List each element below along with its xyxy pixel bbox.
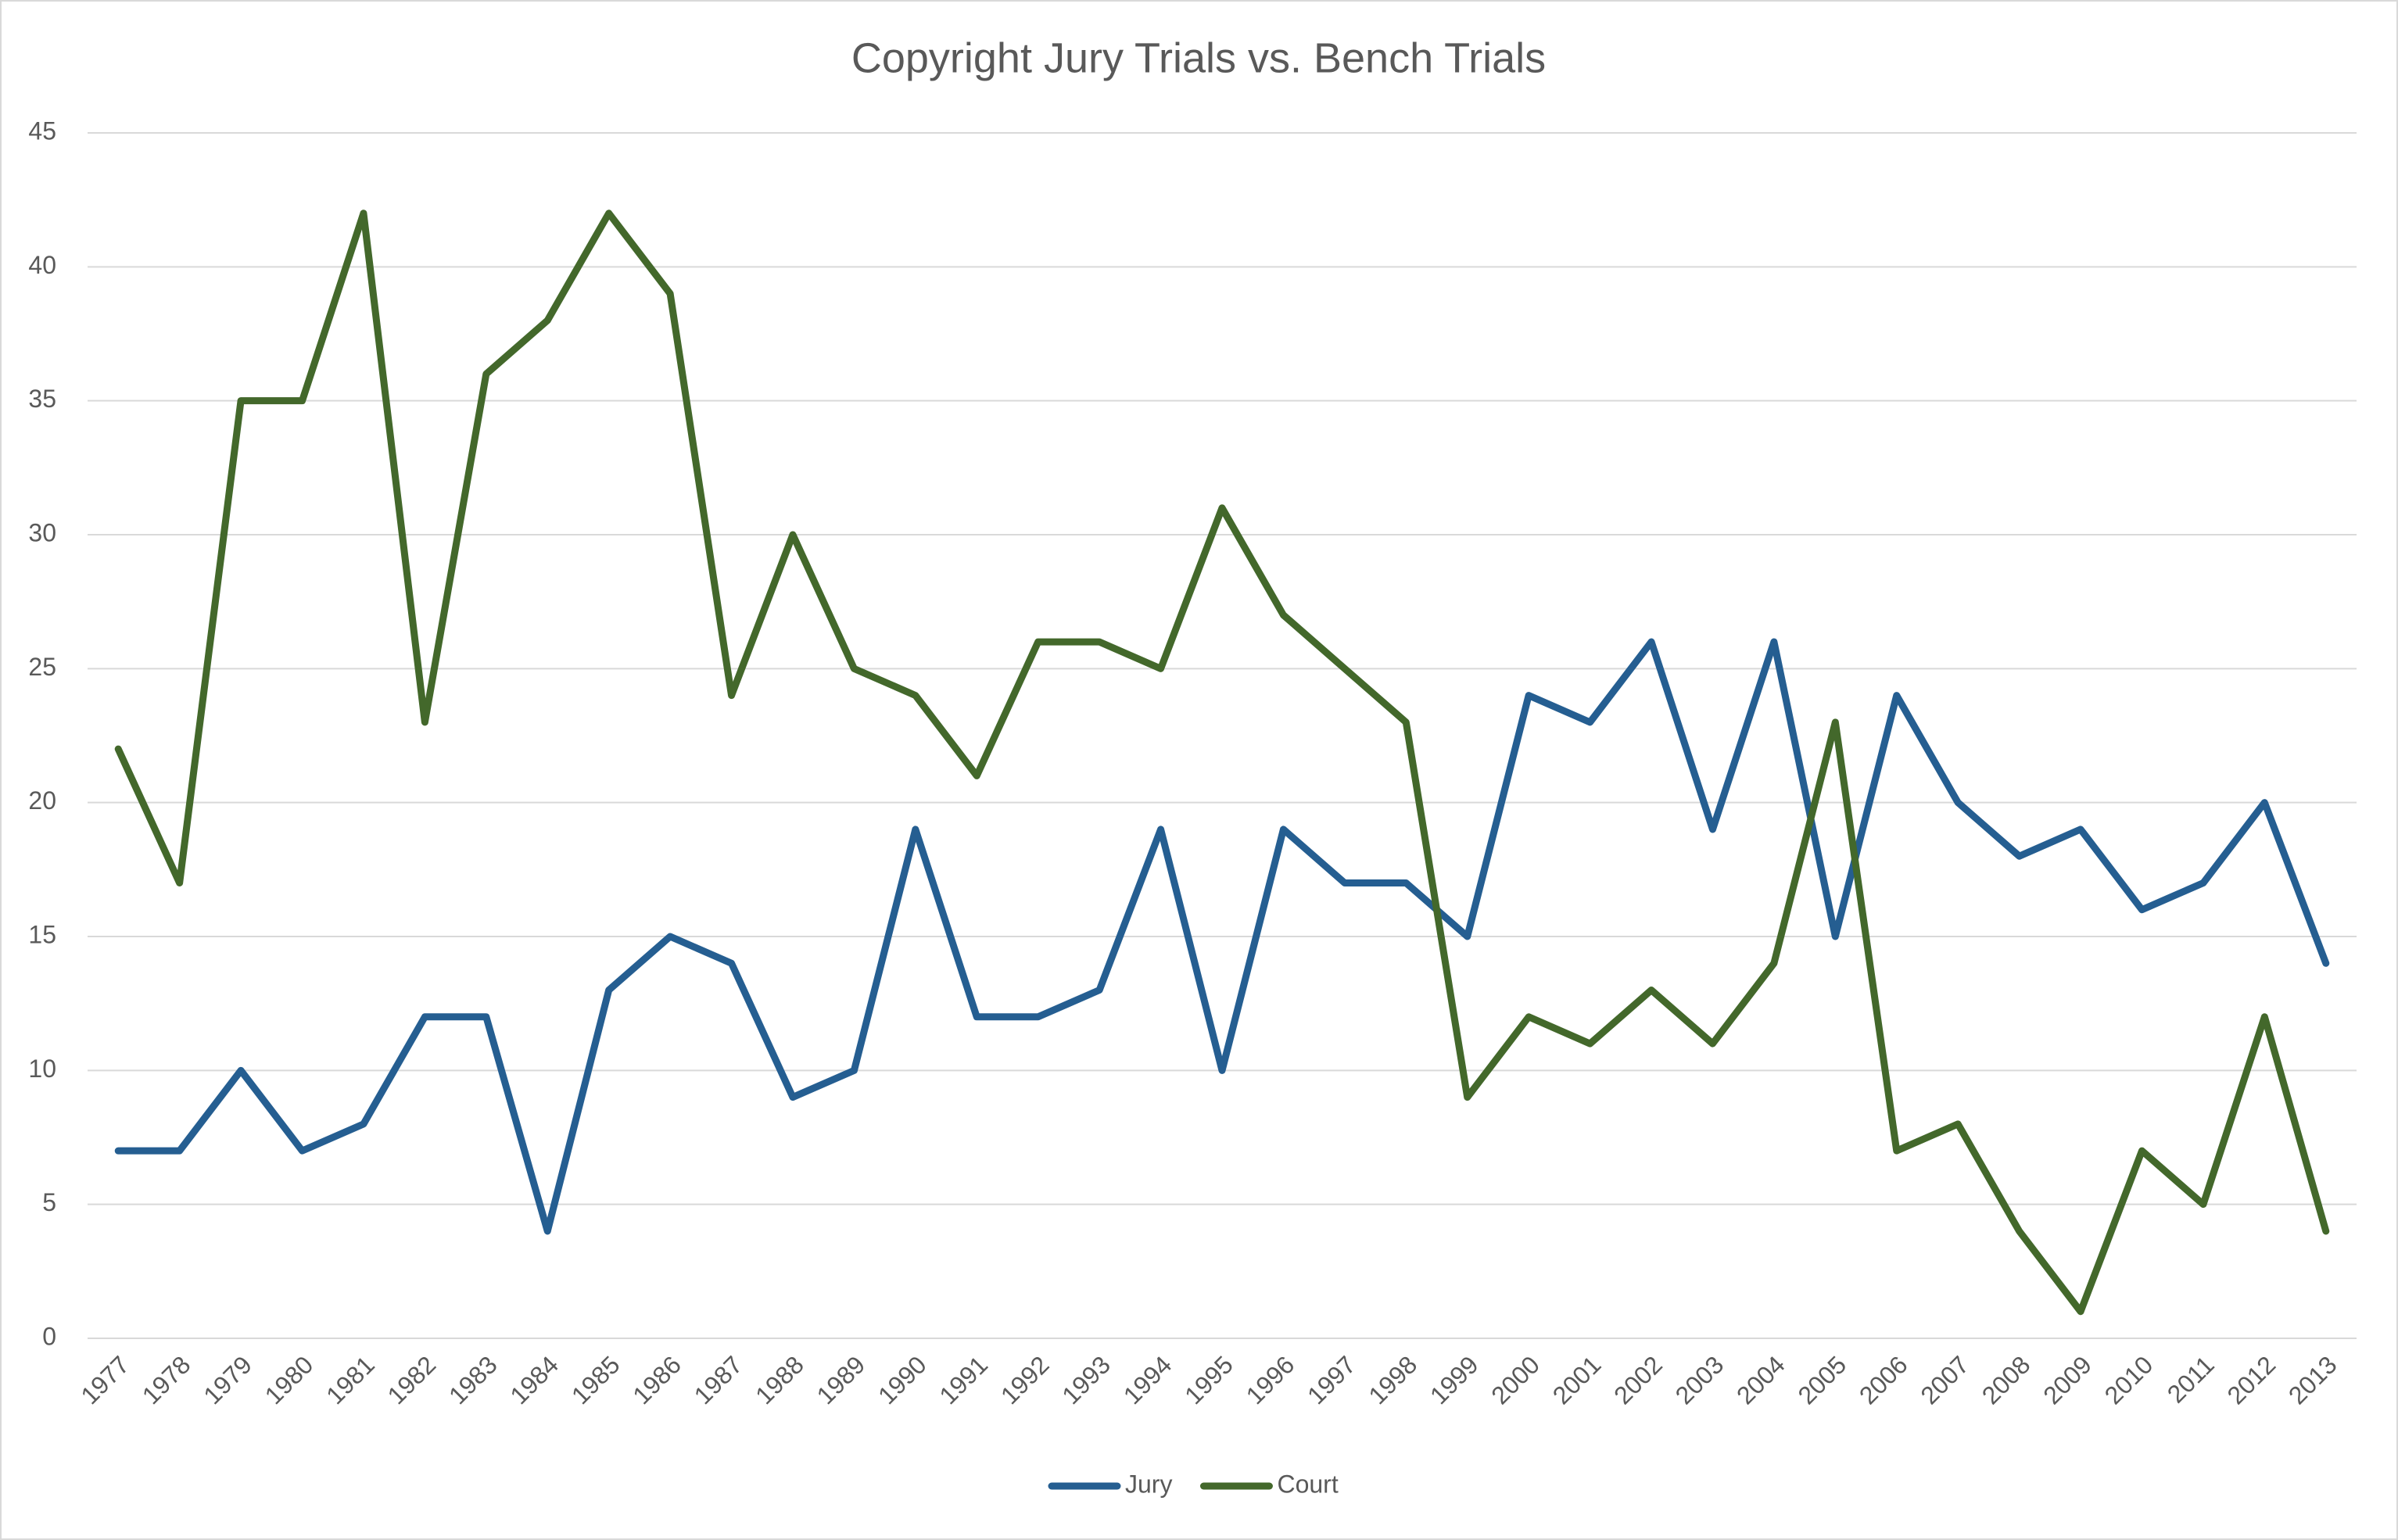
y-tick-label: 0 xyxy=(42,1322,56,1350)
y-tick-label: 45 xyxy=(28,116,56,145)
y-tick-label: 20 xyxy=(28,786,56,815)
y-tick-label: 5 xyxy=(42,1188,56,1216)
y-tick-label: 10 xyxy=(28,1055,56,1083)
y-tick-label: 40 xyxy=(28,251,56,279)
y-tick-label: 15 xyxy=(28,920,56,948)
series-line xyxy=(114,638,2330,1235)
y-tick-label: 25 xyxy=(28,653,56,681)
series-line xyxy=(114,210,2330,1316)
legend-label: Jury xyxy=(1125,1470,1172,1498)
y-tick-label: 35 xyxy=(28,385,56,413)
legend-label: Court xyxy=(1277,1470,1338,1498)
chart-title: Copyright Jury Trials vs. Bench Trials xyxy=(851,34,1546,81)
y-tick-label: 30 xyxy=(28,518,56,546)
